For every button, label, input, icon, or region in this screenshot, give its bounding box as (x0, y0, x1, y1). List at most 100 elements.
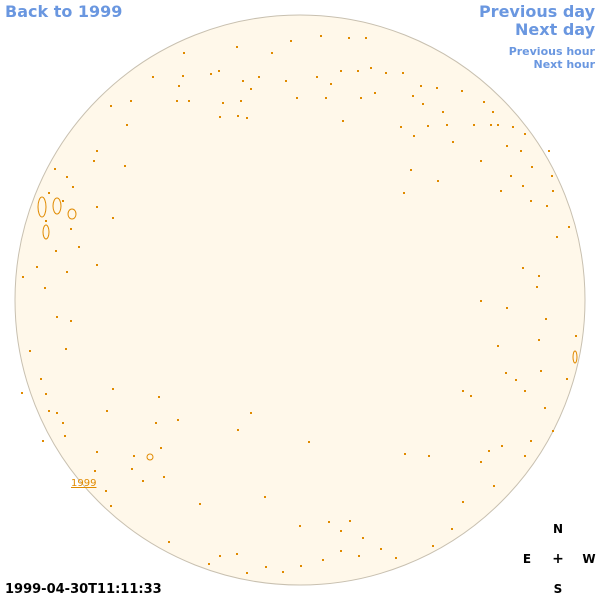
contour-speck (422, 103, 424, 105)
contour-speck (342, 120, 344, 122)
contour-speck (236, 553, 238, 555)
contour-speck (105, 490, 107, 492)
contour-speck (96, 206, 98, 208)
contour-loop (572, 350, 578, 364)
contour-speck (432, 545, 434, 547)
contour-speck (106, 410, 108, 412)
contour-speck (282, 571, 284, 573)
contour-speck (420, 85, 422, 87)
contour-speck (130, 100, 132, 102)
contour-speck (22, 276, 24, 278)
contour-speck (237, 429, 239, 431)
contour-speck (21, 392, 23, 394)
contour-speck (510, 175, 512, 177)
year-link[interactable]: 1999 (71, 478, 97, 489)
contour-speck (285, 80, 287, 82)
contour-speck (155, 422, 157, 424)
contour-speck (556, 236, 558, 238)
contour-speck (575, 335, 577, 337)
contour-speck (524, 133, 526, 135)
contour-speck (210, 73, 212, 75)
contour-speck (530, 200, 532, 202)
contour-speck (96, 150, 98, 152)
contour-speck (436, 87, 438, 89)
contour-speck (219, 555, 221, 557)
contour-speck (168, 541, 170, 543)
contour-speck (362, 537, 364, 539)
contour-speck (340, 70, 342, 72)
next-day-link[interactable]: Next day (515, 20, 595, 39)
contour-speck (183, 52, 185, 54)
contour-speck (110, 105, 112, 107)
contour-speck (290, 40, 292, 42)
contour-speck (112, 388, 114, 390)
contour-speck (246, 117, 248, 119)
contour-speck (40, 378, 42, 380)
contour-speck (258, 76, 260, 78)
contour-speck (451, 528, 453, 530)
contour-speck (94, 470, 96, 472)
contour-speck (45, 220, 47, 222)
contour-speck (380, 548, 382, 550)
contour-speck (93, 160, 95, 162)
contour-speck (538, 339, 540, 341)
contour-speck (131, 468, 133, 470)
contour-speck (316, 76, 318, 78)
contour-speck (480, 300, 482, 302)
contour-speck (490, 124, 492, 126)
compass-south-label: S (553, 582, 563, 596)
contour-speck (462, 501, 464, 503)
solar-disk (14, 14, 586, 586)
contour-speck (461, 90, 463, 92)
compass-center-icon: + (552, 551, 564, 567)
contour-speck (328, 521, 330, 523)
contour-speck (250, 88, 252, 90)
contour-speck (506, 145, 508, 147)
observation-timestamp: 1999-04-30T11:11:33 (5, 582, 162, 597)
contour-speck (152, 76, 154, 78)
contour-speck (199, 503, 201, 505)
contour-speck (265, 566, 267, 568)
contour-speck (497, 345, 499, 347)
contour-speck (412, 95, 414, 97)
contour-speck (493, 485, 495, 487)
contour-speck (546, 205, 548, 207)
contour-speck (96, 264, 98, 266)
contour-speck (480, 461, 482, 463)
contour-speck (66, 271, 68, 273)
previous-hour-link[interactable]: Previous hour (508, 45, 595, 58)
contour-speck (483, 101, 485, 103)
contour-speck (531, 166, 533, 168)
next-hour-link[interactable]: Next hour (533, 58, 596, 71)
contour-speck (500, 190, 502, 192)
contour-speck (437, 180, 439, 182)
contour-speck (530, 440, 532, 442)
contour-speck (188, 100, 190, 102)
compass-west-label: W (582, 552, 596, 566)
back-to-year-link[interactable]: Back to 1999 (5, 2, 123, 21)
previous-day-link[interactable]: Previous day (478, 2, 595, 21)
contour-speck (70, 228, 72, 230)
contour-speck (70, 320, 72, 322)
contour-speck (45, 393, 47, 395)
contour-speck (44, 287, 46, 289)
contour-speck (480, 160, 482, 162)
contour-speck (222, 102, 224, 104)
contour-speck (126, 124, 128, 126)
contour-speck (360, 97, 362, 99)
contour-speck (515, 379, 517, 381)
contour-speck (322, 559, 324, 561)
contour-speck (524, 390, 526, 392)
contour-speck (62, 422, 64, 424)
compass-north-label: N (552, 522, 564, 536)
contour-speck (177, 419, 179, 421)
contour-speck (65, 348, 67, 350)
contour-speck (296, 97, 298, 99)
contour-speck (538, 275, 540, 277)
contour-speck (536, 286, 538, 288)
contour-speck (246, 572, 248, 574)
contour-speck (566, 378, 568, 380)
contour-speck (340, 530, 342, 532)
contour-speck (182, 75, 184, 77)
contour-speck (299, 525, 301, 527)
